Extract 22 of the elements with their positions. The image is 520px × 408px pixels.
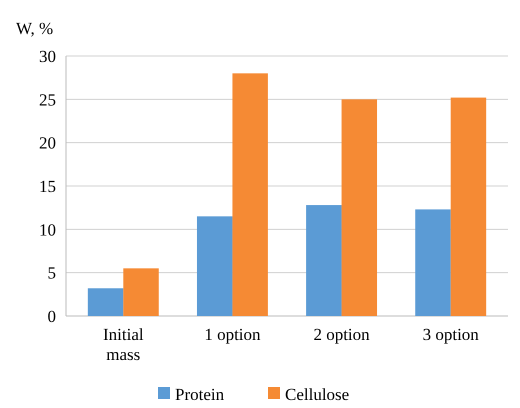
bar	[196, 216, 232, 316]
y-tick-label: 15	[39, 176, 56, 196]
x-tick-label: 2 option	[313, 325, 370, 344]
bar	[88, 288, 124, 316]
x-tick-label: 3 option	[422, 325, 480, 344]
x-tick-label: Initial mass	[102, 325, 144, 364]
bar	[232, 73, 268, 316]
y-tick-label: 30	[39, 46, 56, 66]
legend-label: Cellulose	[285, 384, 350, 404]
bar	[123, 268, 159, 316]
bar	[342, 99, 378, 316]
bar	[450, 98, 486, 316]
y-tick-label: 5	[48, 264, 56, 283]
y-axis-title: W, %	[16, 19, 54, 38]
y-tick-label: 25	[39, 90, 56, 110]
x-tick-label: 1 option	[204, 325, 262, 344]
y-tick-label: 0	[48, 306, 56, 326]
bar	[306, 205, 342, 316]
bar	[415, 209, 451, 316]
legend-label: Protein	[175, 384, 225, 404]
y-tick-label: 10	[39, 220, 56, 240]
y-tick-label: 20	[39, 134, 56, 153]
